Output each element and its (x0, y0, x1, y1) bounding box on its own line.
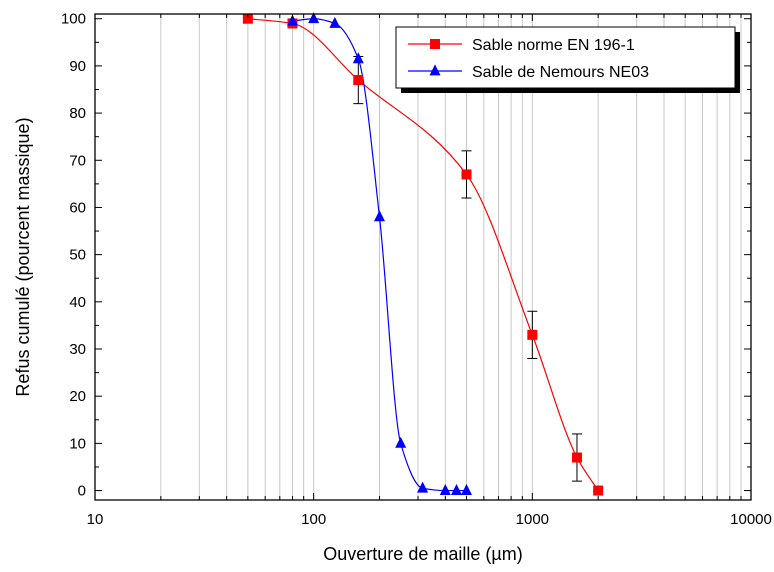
markers (242, 12, 604, 496)
grid (160, 14, 742, 500)
y-tick-label: 70 (69, 152, 86, 169)
data-point-square (593, 485, 604, 496)
x-tick-labels: 10 100 1000 10000 (87, 511, 772, 528)
data-point-triangle (395, 436, 407, 448)
y-tick-label: 10 (69, 435, 86, 452)
data-point-square (461, 169, 472, 180)
y-tick-label: 40 (69, 294, 86, 311)
y-tick-label: 100 (61, 11, 86, 28)
data-point-triangle (451, 483, 463, 495)
y-tick-label: 90 (69, 58, 86, 75)
data-point-triangle (439, 483, 451, 495)
legend-box (395, 26, 736, 89)
error-bars (353, 55, 582, 482)
data-point-square (353, 75, 364, 86)
data-point-triangle (329, 16, 341, 28)
y-axis-title: Refus cumulé (pourcent massique) (13, 117, 33, 396)
x-tick-label: 10 (87, 511, 104, 528)
legend: Sable norme EN 196-1 Sable de Nemours NE0… (395, 26, 740, 93)
data-point-square (527, 329, 538, 340)
x-tick-label: 10000 (730, 511, 772, 528)
y-tick-label: 30 (69, 341, 86, 358)
y-tick-label: 20 (69, 388, 86, 405)
y-tick-label: 80 (69, 105, 86, 122)
data-point-square (430, 39, 440, 49)
data-point-triangle (461, 483, 473, 495)
legend-entries: Sable norme EN 196-1 Sable de Nemours NE0… (408, 37, 649, 81)
y-tick-label: 60 (69, 199, 86, 216)
y-tick-label: 50 (69, 247, 86, 264)
x-axis-title: Ouverture de maille (µm) (323, 544, 522, 564)
data-point-triangle (417, 481, 429, 493)
legend-label: Sable norme EN 196-1 (472, 37, 635, 54)
data-point-square (571, 452, 582, 463)
ticks (94, 14, 752, 500)
legend-label: Sable de Nemours NE03 (472, 64, 649, 81)
y-tick-labels: 0 10 20 30 40 50 60 70 80 90 100 (61, 11, 86, 500)
y-tick-label: 0 (78, 483, 86, 500)
data-point-triangle (429, 64, 441, 76)
plot-frame (94, 13, 752, 501)
data-point-triangle (373, 210, 385, 222)
x-tick-label: 100 (301, 511, 326, 528)
data-point-triangle (352, 52, 364, 64)
data-point-triangle (286, 14, 298, 26)
data-point-square (242, 13, 253, 24)
x-tick-label: 1000 (516, 511, 549, 528)
